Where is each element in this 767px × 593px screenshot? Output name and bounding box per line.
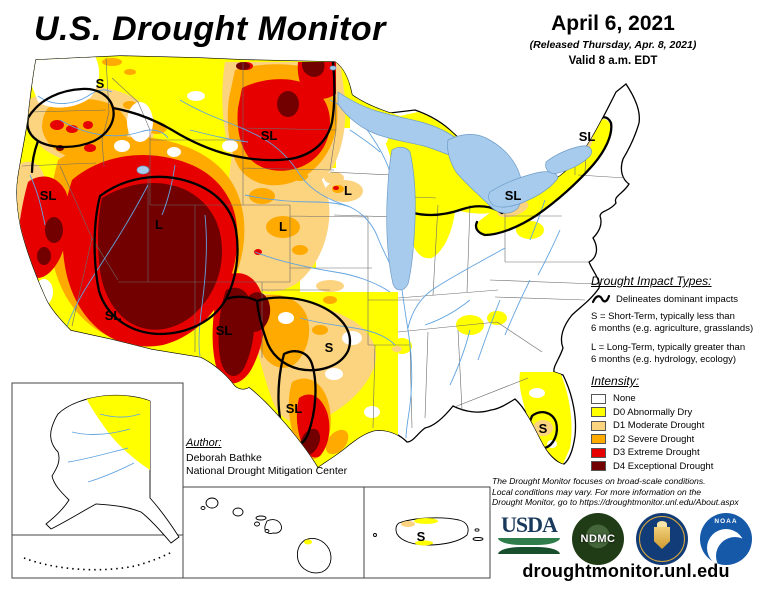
legend-row-d1: D1 Moderate Drought (591, 420, 765, 431)
disclaimer-line: The Drought Monitor focuses on broad-sca… (492, 476, 706, 486)
intensity-swatch (591, 447, 606, 458)
map-impact-label: L (279, 219, 287, 234)
map-impact-label: SL (579, 129, 596, 144)
intensity-swatch (591, 461, 606, 471)
intensity-legend-title: Intensity: (591, 374, 640, 388)
puerto-rico-inset (363, 486, 491, 579)
legend-row-none: None (591, 393, 765, 404)
usda-logo: USDA (496, 513, 562, 563)
legend-row-d3: D3 Extreme Drought (591, 447, 765, 458)
map-impact-label: L (344, 183, 352, 198)
intensity-swatch (591, 407, 606, 417)
author-name: Deborah Bathke (186, 452, 262, 464)
noaa-bird-icon (716, 537, 752, 565)
rivers (29, 89, 561, 439)
long-term-note: L = Long-Term, typically greater than (591, 342, 746, 353)
valid-time: Valid 8 a.m. EDT (568, 55, 658, 67)
impact-curve-icon (591, 294, 611, 304)
legend-row-d2: D2 Severe Drought (591, 434, 765, 445)
logo-row: USDA NDMC NOAA (494, 513, 758, 565)
map-impact-label: SL (216, 323, 233, 338)
ndmc-wordmark: NDMC (580, 533, 616, 545)
author-heading: Author: (186, 437, 222, 449)
map-impact-label: S (539, 421, 548, 436)
commerce-shield-icon (654, 527, 670, 549)
noaa-wordmark: NOAA (714, 518, 738, 525)
legend-label: D2 Severe Drought (613, 433, 695, 445)
usda-swoosh-icon (498, 538, 560, 545)
intensity-swatch (591, 420, 606, 431)
map-impact-label: SL (286, 401, 303, 416)
long-term-note2: 6 months (e.g. hydrology, ecology) (591, 353, 737, 365)
map-impact-label: SL (505, 188, 522, 203)
impact-legend-title: Drought Impact Types: (591, 274, 712, 288)
great-lakes (136, 65, 592, 291)
release-note: (Released Thursday, Apr. 8, 2021) (529, 39, 697, 51)
ndmc-logo: NDMC (572, 513, 624, 565)
disclaimer: The Drought Monitor focuses on broad-sca… (492, 476, 766, 508)
page-title: U.S. Drought Monitor (34, 10, 386, 48)
conus-map (16, 55, 640, 468)
disclaimer-line: Local conditions may vary. For more info… (492, 486, 702, 497)
map-impact-label: SL (261, 128, 278, 143)
noaa-logo: NOAA (700, 513, 752, 565)
legend-row-d0: D0 Abnormally Dry (591, 407, 765, 418)
impact-legend: Drought Impact Types: Delineates dominan… (591, 274, 765, 365)
commerce-eagle-icon (657, 521, 667, 527)
legend-row-d4: D4 Exceptional Drought (591, 461, 765, 472)
usda-wordmark: USDA (501, 512, 558, 537)
map-impact-label: SL (105, 308, 122, 323)
short-term-note2: 6 months (e.g. agriculture, grasslands) (591, 322, 754, 334)
date-block: April 6, 2021 (Released Thursday, Apr. 8… (463, 12, 763, 67)
map-impact-label: S (325, 340, 334, 355)
author-org: National Drought Mitigation Center (186, 465, 348, 477)
state-boundaries (21, 57, 627, 429)
disclaimer-line: Drought Monitor, go to https://droughtmo… (492, 497, 739, 507)
legend-label: D0 Abnormally Dry (613, 406, 693, 418)
big-island (296, 538, 332, 574)
intensity-swatch (591, 393, 606, 404)
alaska-inset (11, 382, 184, 579)
delineates-note: Delineates dominant impacts (616, 293, 738, 305)
map-impact-label: S (417, 529, 426, 544)
map-date: April 6, 2021 (551, 12, 675, 35)
legend-label: D1 Moderate Drought (613, 420, 705, 431)
map-impact-label: L (155, 217, 163, 232)
usda-swoosh-icon (498, 547, 560, 554)
legend-label: D4 Exceptional Drought (613, 460, 714, 472)
site-url: droughtmonitor.unl.edu (522, 561, 730, 581)
short-term-note: S = Short-Term, typically less than (591, 311, 735, 322)
map-impact-labels: S SL SL L L L SL SL SL SL S SL S S (40, 76, 596, 544)
map-impact-label: S (96, 76, 105, 91)
commerce-logo (636, 513, 688, 565)
legend-label: None (613, 393, 636, 404)
intensity-swatch (591, 434, 606, 444)
author-block: Author: Deborah Bathke National Drought … (186, 437, 347, 478)
intensity-legend: Intensity: None D0 Abnormally Dry D1 Mod… (591, 374, 765, 474)
legend-label: D3 Extreme Drought (613, 447, 700, 458)
hawaii-inset (182, 486, 365, 579)
map-impact-label: SL (40, 188, 57, 203)
